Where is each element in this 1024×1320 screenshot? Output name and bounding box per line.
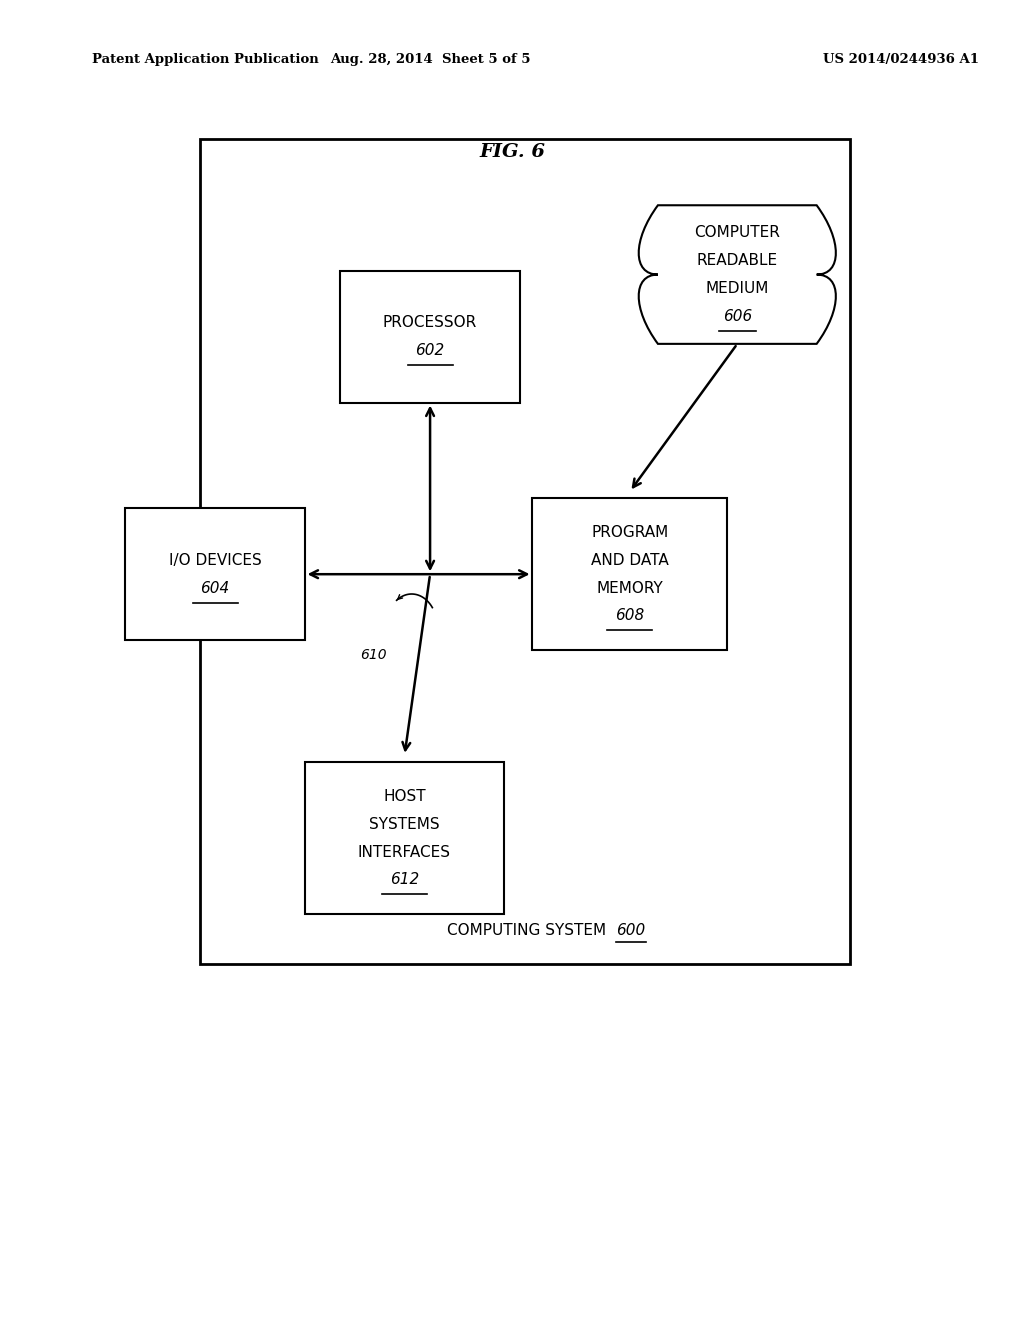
Text: 608: 608 — [615, 609, 644, 623]
Bar — [200, 139, 850, 964]
Bar — [305, 763, 504, 913]
Text: PROGRAM: PROGRAM — [591, 525, 669, 540]
Text: 604: 604 — [201, 581, 229, 595]
Text: READABLE: READABLE — [696, 253, 778, 268]
Text: HOST: HOST — [383, 789, 426, 804]
Text: I/O DEVICES: I/O DEVICES — [169, 553, 261, 568]
Text: Patent Application Publication: Patent Application Publication — [92, 53, 318, 66]
Text: 610: 610 — [360, 648, 387, 663]
Text: FIG. 6: FIG. 6 — [479, 143, 545, 161]
Text: 612: 612 — [390, 873, 419, 887]
Text: 602: 602 — [416, 343, 444, 358]
Text: 606: 606 — [723, 309, 752, 323]
Bar — [532, 499, 727, 651]
Text: US 2014/0244936 A1: US 2014/0244936 A1 — [823, 53, 979, 66]
Text: 600: 600 — [615, 923, 645, 939]
Text: PROCESSOR: PROCESSOR — [383, 315, 477, 330]
Text: SYSTEMS: SYSTEMS — [370, 817, 439, 832]
Text: COMPUTER: COMPUTER — [694, 226, 780, 240]
PathPatch shape — [639, 205, 836, 343]
Text: INTERFACES: INTERFACES — [358, 845, 451, 859]
Bar — [340, 271, 520, 403]
Text: COMPUTING SYSTEM: COMPUTING SYSTEM — [446, 923, 606, 939]
Text: Aug. 28, 2014  Sheet 5 of 5: Aug. 28, 2014 Sheet 5 of 5 — [330, 53, 530, 66]
Text: MEMORY: MEMORY — [596, 581, 664, 595]
Text: MEDIUM: MEDIUM — [706, 281, 769, 296]
Bar — [125, 508, 305, 640]
Text: AND DATA: AND DATA — [591, 553, 669, 568]
